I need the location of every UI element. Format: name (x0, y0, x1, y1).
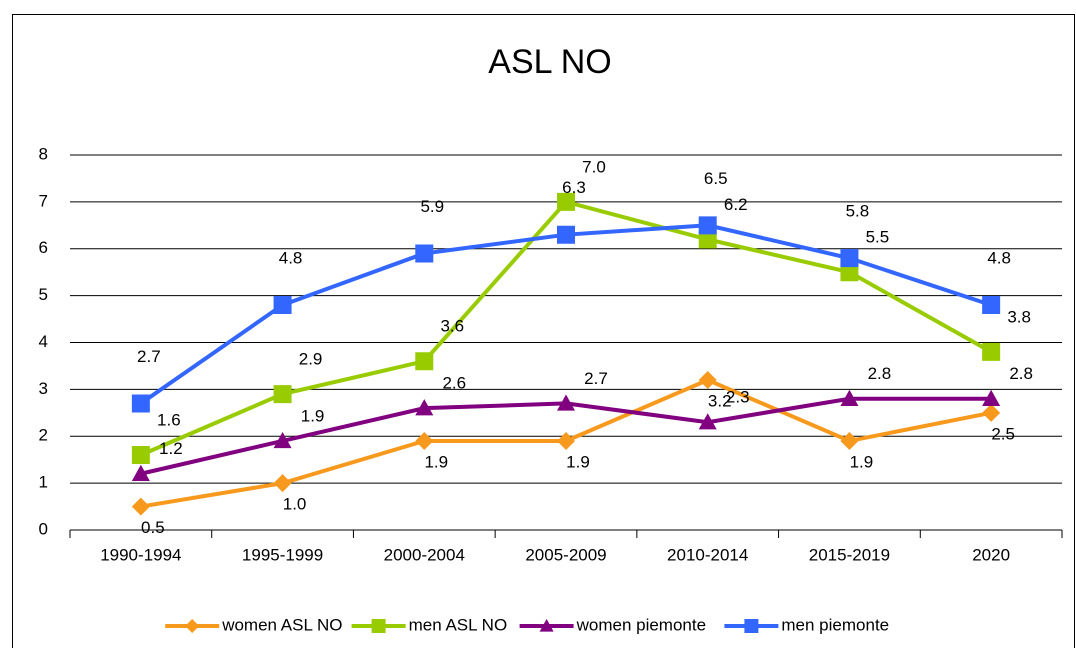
data-label: 3.8 (1007, 307, 1031, 326)
data-label: 1.0 (283, 495, 307, 514)
data-label: 6.2 (724, 195, 748, 214)
x-tick-label: 1990-1994 (100, 545, 181, 564)
data-point (131, 394, 150, 413)
data-label: 0.5 (141, 518, 165, 537)
data-point (415, 244, 434, 263)
x-tick-label: 2010-2014 (667, 545, 748, 564)
data-label: 2.8 (868, 364, 892, 383)
y-tick-label: 7 (39, 191, 48, 210)
data-point (273, 296, 292, 314)
y-tick-label: 5 (39, 285, 48, 304)
data-point (273, 431, 292, 449)
data-point (557, 431, 575, 450)
data-point (557, 225, 575, 244)
data-point (557, 394, 575, 411)
data-label: 3.6 (440, 317, 464, 336)
data-point (982, 403, 1001, 422)
data-point (415, 399, 434, 416)
legend-label: women ASL NO (221, 615, 342, 634)
data-label: 5.8 (846, 202, 870, 221)
data-point (698, 371, 717, 389)
data-point (415, 352, 434, 371)
legend-marker (371, 619, 386, 633)
legend-marker (539, 619, 554, 632)
data-point (698, 413, 717, 430)
data-label: 1.9 (850, 452, 874, 471)
data-label: 2.7 (137, 347, 161, 366)
legend-label: men ASL NO (409, 615, 508, 634)
y-tick-label: 0 (39, 519, 48, 538)
data-label: 2.7 (584, 369, 608, 388)
data-point (982, 342, 1001, 361)
data-label: 2.5 (991, 424, 1015, 443)
data-point (131, 497, 150, 516)
x-tick-label: 1995-1999 (242, 545, 323, 564)
data-label: 2.9 (299, 350, 323, 369)
data-point (557, 192, 575, 211)
data-point (698, 230, 717, 249)
data-label: 1.9 (301, 406, 325, 425)
data-label: 6.3 (562, 178, 586, 197)
data-label: 7.0 (582, 157, 606, 176)
data-point (840, 263, 859, 282)
data-point (131, 446, 150, 464)
y-tick-label: 8 (39, 144, 48, 163)
data-point (273, 474, 292, 493)
data-point (273, 385, 292, 404)
data-label: 4.8 (279, 248, 303, 267)
chart-border (12, 14, 1075, 648)
data-label: 6.5 (704, 169, 728, 188)
data-label: 1.2 (159, 439, 183, 458)
data-label: 2.6 (442, 374, 466, 393)
data-point (840, 249, 859, 268)
y-tick-label: 3 (39, 379, 48, 398)
legend-label: men piemonte (781, 615, 889, 634)
legend-marker (185, 619, 200, 633)
data-point (131, 464, 150, 481)
chart-title: ASL NO (488, 43, 611, 81)
y-tick-label: 4 (39, 332, 48, 351)
y-tick-label: 2 (39, 426, 48, 445)
data-point (982, 389, 1001, 406)
data-label: 2.3 (726, 388, 750, 407)
x-tick-label: 2015-2019 (809, 545, 890, 564)
data-point (840, 431, 859, 450)
data-point (698, 216, 717, 235)
data-label: 1.9 (424, 452, 448, 471)
data-point (840, 389, 859, 406)
data-label: 3.2 (708, 391, 732, 410)
data-label: 5.5 (866, 228, 890, 247)
x-tick-label: 2005-2009 (525, 545, 606, 564)
data-label: 4.8 (987, 248, 1011, 267)
data-label: 1.9 (566, 452, 590, 471)
y-tick-label: 6 (39, 238, 48, 257)
data-label: 1.6 (157, 410, 181, 429)
y-tick-label: 1 (39, 473, 48, 492)
data-label: 5.9 (420, 197, 444, 216)
data-label: 2.8 (1009, 364, 1033, 383)
x-tick-label: 2000-2004 (384, 545, 465, 564)
legend-marker (744, 619, 759, 633)
x-tick-label: 2020 (972, 545, 1010, 564)
data-point (415, 431, 434, 450)
data-point (982, 296, 1001, 314)
legend-label: women piemonte (576, 615, 706, 634)
